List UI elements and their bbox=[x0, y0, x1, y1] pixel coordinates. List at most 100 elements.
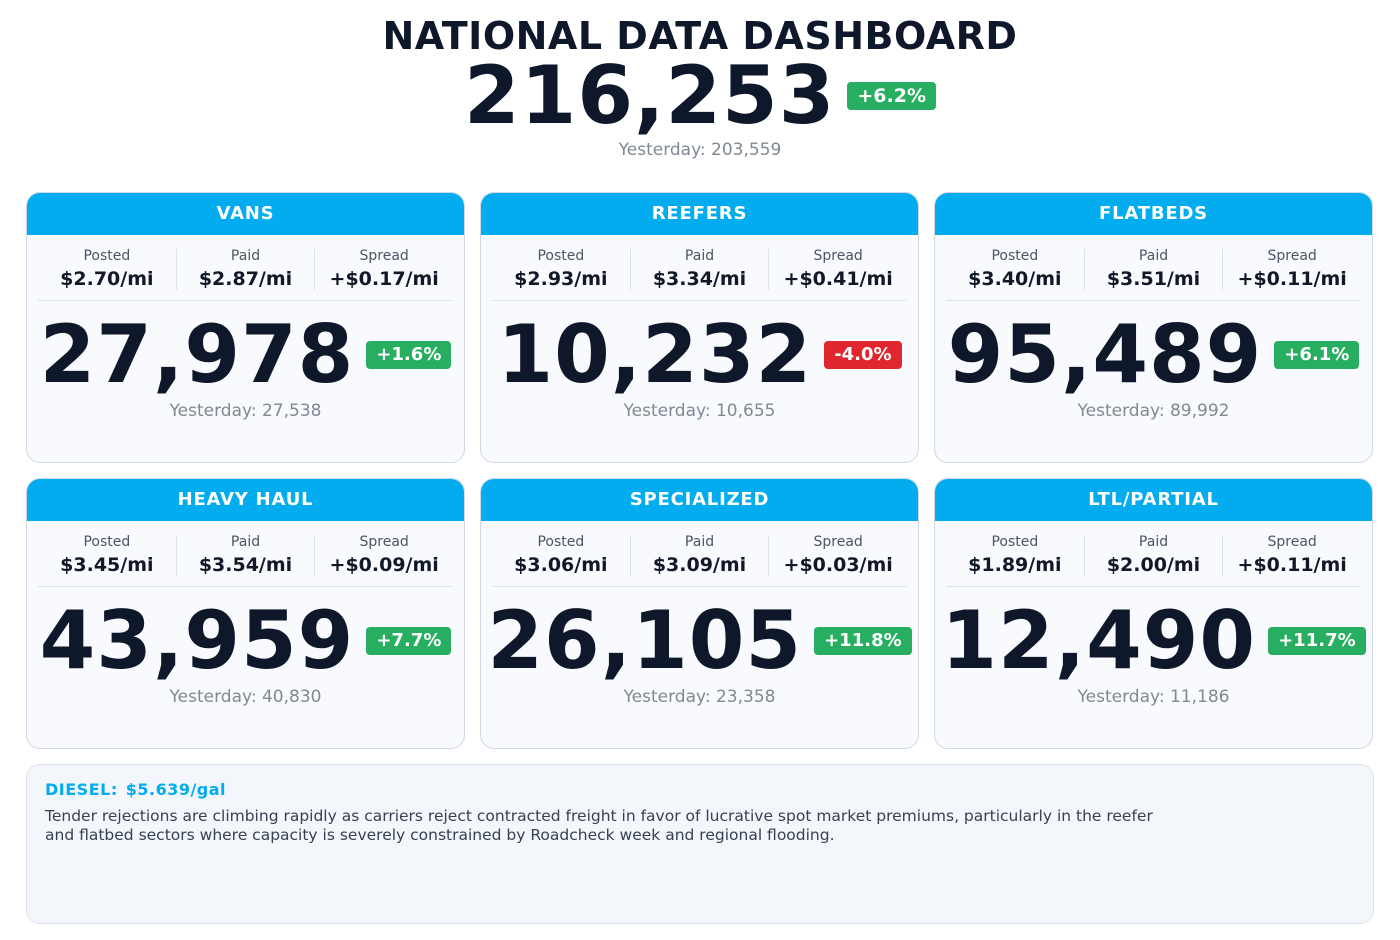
load-count: 10,232 bbox=[497, 308, 813, 401]
card-title: LTL/PARTIAL bbox=[935, 479, 1372, 521]
rate-value: +$0.11/mi bbox=[1237, 554, 1347, 576]
rate-value: $2.70/mi bbox=[60, 268, 154, 290]
rate-label: Paid bbox=[1138, 248, 1169, 264]
rate-label: Spread bbox=[1267, 534, 1317, 550]
rate-label: Posted bbox=[83, 534, 131, 550]
rate-value: $2.00/mi bbox=[1106, 554, 1201, 576]
rate-paid: Paid $3.54/mi bbox=[177, 535, 316, 576]
card-title: HEAVY HAUL bbox=[27, 479, 464, 521]
rate-label: Paid bbox=[230, 534, 261, 550]
load-count: 27,978 bbox=[39, 308, 355, 401]
rate-value: $3.34/mi bbox=[652, 268, 747, 290]
rate-label: Paid bbox=[684, 534, 715, 550]
rate-label: Spread bbox=[1267, 248, 1317, 264]
change-badge: +6.1% bbox=[1274, 341, 1360, 369]
total-change-badge: +6.2% bbox=[847, 82, 936, 110]
rate-label: Paid bbox=[230, 248, 261, 264]
equipment-card-flatbeds: FLATBEDS Posted $3.40/mi Paid $3.51/mi S… bbox=[934, 192, 1373, 463]
rate-posted: Posted $1.89/mi bbox=[946, 535, 1085, 576]
change-badge: +11.8% bbox=[814, 627, 912, 655]
change-badge: +11.7% bbox=[1268, 627, 1366, 655]
rate-posted: Posted $3.45/mi bbox=[38, 535, 177, 576]
rate-row: Posted $3.40/mi Paid $3.51/mi Spread +$0… bbox=[946, 249, 1361, 301]
yesterday-count: Yesterday: 10,655 bbox=[623, 401, 776, 421]
change-badge: -4.0% bbox=[824, 341, 902, 369]
rate-paid: Paid $2.00/mi bbox=[1085, 535, 1224, 576]
rate-value: +$0.17/mi bbox=[329, 268, 439, 290]
rate-value: +$0.11/mi bbox=[1237, 268, 1347, 290]
count-row: 43,959 +7.7% bbox=[27, 601, 464, 681]
page-title: NATIONAL DATA DASHBOARD bbox=[382, 14, 1018, 58]
rate-label: Posted bbox=[83, 248, 131, 264]
total-summary: 216,253 +6.2% bbox=[0, 56, 1400, 136]
rate-paid: Paid $3.34/mi bbox=[631, 249, 770, 290]
rate-label: Spread bbox=[813, 248, 863, 264]
rate-label: Posted bbox=[991, 534, 1039, 550]
rate-posted: Posted $3.40/mi bbox=[946, 249, 1085, 290]
load-count: 95,489 bbox=[947, 308, 1263, 401]
rate-paid: Paid $3.51/mi bbox=[1085, 249, 1224, 290]
count-row: 12,490 +11.7% bbox=[935, 601, 1372, 681]
rate-value: $3.06/mi bbox=[514, 554, 608, 576]
load-count: 43,959 bbox=[39, 594, 355, 687]
load-count: 12,490 bbox=[941, 594, 1257, 687]
rate-value: $2.87/mi bbox=[198, 268, 293, 290]
rate-spread: Spread +$0.09/mi bbox=[315, 535, 453, 576]
rate-label: Posted bbox=[537, 248, 585, 264]
yesterday-count: Yesterday: 40,830 bbox=[169, 687, 322, 707]
yesterday-count: Yesterday: 11,186 bbox=[1077, 687, 1230, 707]
card-title: REEFERS bbox=[481, 193, 918, 235]
change-badge: +1.6% bbox=[366, 341, 452, 369]
rate-value: $3.40/mi bbox=[968, 268, 1062, 290]
rate-row: Posted $1.89/mi Paid $2.00/mi Spread +$0… bbox=[946, 535, 1361, 587]
yesterday-count: Yesterday: 27,538 bbox=[169, 401, 322, 421]
rate-label: Spread bbox=[359, 534, 409, 550]
equipment-card-vans: VANS Posted $2.70/mi Paid $2.87/mi Sprea… bbox=[26, 192, 465, 463]
market-commentary: Tender rejections are climbing rapidly a… bbox=[45, 807, 1153, 844]
count-row: 10,232 -4.0% bbox=[481, 315, 918, 395]
count-row: 26,105 +11.8% bbox=[481, 601, 918, 681]
rate-value: $3.45/mi bbox=[60, 554, 154, 576]
dashboard-header: NATIONAL DATA DASHBOARD 216,253 +6.2% Ye… bbox=[0, 14, 1400, 160]
yesterday-count: Yesterday: 89,992 bbox=[1077, 401, 1230, 421]
rate-value: $3.09/mi bbox=[652, 554, 747, 576]
diesel-label: DIESEL: bbox=[45, 780, 118, 799]
change-badge: +7.7% bbox=[366, 627, 452, 655]
rate-spread: Spread +$0.11/mi bbox=[1223, 249, 1361, 290]
count-row: 27,978 +1.6% bbox=[27, 315, 464, 395]
rate-value: +$0.41/mi bbox=[783, 268, 893, 290]
equipment-grid: VANS Posted $2.70/mi Paid $2.87/mi Sprea… bbox=[26, 192, 1374, 749]
equipment-card-reefers: REEFERS Posted $2.93/mi Paid $3.34/mi Sp… bbox=[480, 192, 919, 463]
rate-spread: Spread +$0.11/mi bbox=[1223, 535, 1361, 576]
rate-posted: Posted $3.06/mi bbox=[492, 535, 631, 576]
rate-posted: Posted $2.93/mi bbox=[492, 249, 631, 290]
total-count: 216,253 bbox=[464, 49, 836, 142]
rate-row: Posted $3.45/mi Paid $3.54/mi Spread +$0… bbox=[38, 535, 453, 587]
rate-posted: Posted $2.70/mi bbox=[38, 249, 177, 290]
card-title: VANS bbox=[27, 193, 464, 235]
total-yesterday: Yesterday: 203,559 bbox=[618, 140, 782, 160]
rate-value: $2.93/mi bbox=[514, 268, 608, 290]
card-title: FLATBEDS bbox=[935, 193, 1372, 235]
market-note-panel: DIESEL: $5.639/gal Tender rejections are … bbox=[26, 764, 1374, 924]
diesel-value: $5.639/gal bbox=[125, 780, 227, 799]
rate-row: Posted $3.06/mi Paid $3.09/mi Spread +$0… bbox=[492, 535, 907, 587]
rate-label: Posted bbox=[537, 534, 585, 550]
rate-label: Paid bbox=[684, 248, 715, 264]
rate-row: Posted $2.93/mi Paid $3.34/mi Spread +$0… bbox=[492, 249, 907, 301]
equipment-card-ltl-partial: LTL/PARTIAL Posted $1.89/mi Paid $2.00/m… bbox=[934, 478, 1373, 749]
rate-row: Posted $2.70/mi Paid $2.87/mi Spread +$0… bbox=[38, 249, 453, 301]
rate-value: +$0.03/mi bbox=[783, 554, 893, 576]
rate-label: Paid bbox=[1138, 534, 1169, 550]
rate-paid: Paid $3.09/mi bbox=[631, 535, 770, 576]
rate-value: $3.51/mi bbox=[1106, 268, 1201, 290]
rate-spread: Spread +$0.03/mi bbox=[769, 535, 907, 576]
equipment-card-specialized: SPECIALIZED Posted $3.06/mi Paid $3.09/m… bbox=[480, 478, 919, 749]
rate-label: Spread bbox=[359, 248, 409, 264]
yesterday-count: Yesterday: 23,358 bbox=[623, 687, 776, 707]
rate-spread: Spread +$0.41/mi bbox=[769, 249, 907, 290]
rate-spread: Spread +$0.17/mi bbox=[315, 249, 453, 290]
card-title: SPECIALIZED bbox=[481, 479, 918, 521]
rate-label: Spread bbox=[813, 534, 863, 550]
rate-label: Posted bbox=[991, 248, 1039, 264]
